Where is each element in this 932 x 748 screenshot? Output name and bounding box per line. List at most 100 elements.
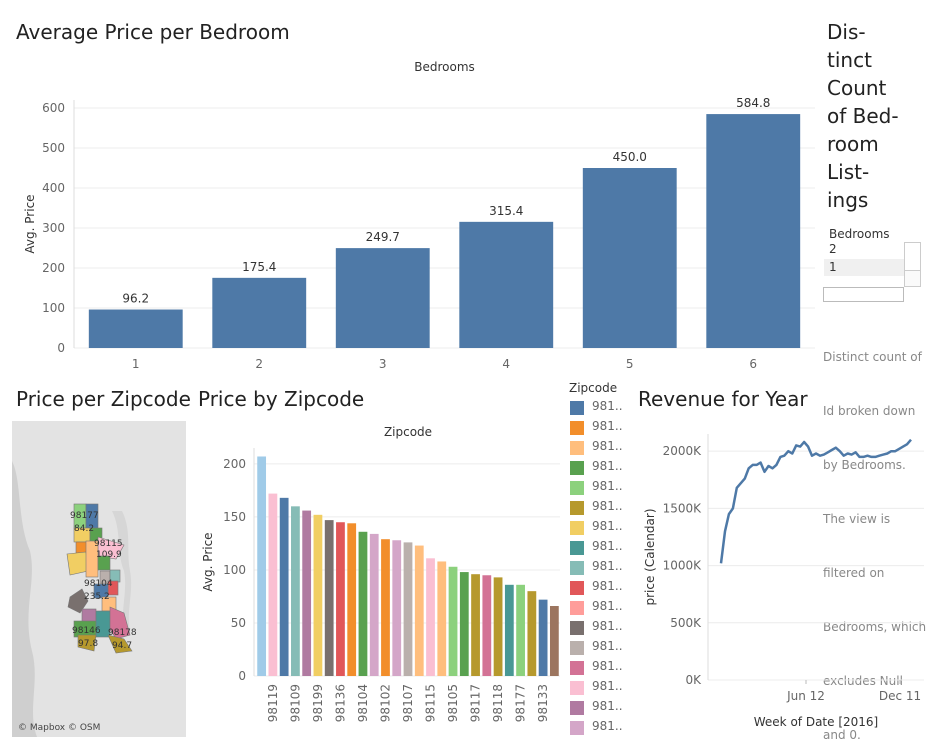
legend-label: 981..	[592, 659, 623, 673]
bar	[538, 599, 548, 676]
distinct-count-title-line: room	[827, 132, 879, 156]
x-axis-title: Week of Date [2016]	[754, 715, 878, 729]
legend-swatch	[570, 541, 584, 555]
description-line: Distinct count of	[823, 350, 922, 364]
y-tick-label: 2000K	[663, 444, 703, 458]
legend-label: 981..	[592, 719, 623, 733]
x-tick-label: 98117	[469, 684, 483, 722]
y-tick-label: 100	[42, 301, 65, 315]
bedroom-chart-title: Average Price per Bedroom	[16, 20, 290, 44]
map-label: 235.2	[84, 592, 110, 602]
bar-value-label: 96.2	[122, 292, 149, 306]
x-tick-label: 2	[255, 357, 263, 371]
map-land	[12, 421, 186, 737]
bedrooms-list-item[interactable]: 1	[824, 259, 904, 276]
bar	[369, 533, 379, 676]
zipcode-legend[interactable]: 981.. 981.. 981.. 981.. 981.. 981.. 981.. 981..…	[570, 398, 630, 742]
x-tick-label: 98107	[401, 684, 415, 722]
bar-value-label: 315.4	[489, 204, 523, 218]
legend-label: 981..	[592, 399, 623, 413]
y-tick-label: 300	[42, 221, 65, 235]
bedroom-bar-chart[interactable]: Bedrooms Avg. Price 0 100 200 300 400 500 600 96.…	[0, 50, 815, 375]
zip-region[interactable]	[107, 634, 133, 654]
bar	[88, 309, 183, 348]
legend-swatch	[570, 481, 584, 495]
zip-region[interactable]	[67, 588, 89, 614]
zip-region[interactable]	[97, 555, 111, 571]
map-water-west	[12, 461, 37, 737]
zip-region[interactable]	[77, 634, 97, 652]
x-tick-label: 5	[626, 357, 634, 371]
x-tick-label: 98102	[378, 684, 392, 722]
legend-swatch	[570, 441, 584, 455]
description-line: excludes Null	[823, 674, 903, 688]
y-tick-label: 0K	[685, 673, 702, 687]
y-tick-label: 200	[42, 261, 65, 275]
bar	[493, 577, 503, 676]
map-label: 109.9	[96, 550, 122, 560]
zip-region[interactable]	[93, 583, 109, 599]
scrollbar-thumb[interactable]	[905, 243, 920, 271]
zipcode-legend-title: Zipcode	[569, 381, 618, 395]
bar	[471, 574, 480, 676]
map-label: 94.7	[112, 641, 132, 651]
x-tick-label: 98118	[491, 684, 505, 722]
zip-regions[interactable]	[66, 503, 133, 654]
legend-swatch	[570, 721, 584, 735]
legend-swatch	[570, 501, 584, 515]
y-axis-title: Avg. Price	[23, 194, 37, 253]
legend-swatch	[570, 561, 584, 575]
x-tick-label: 98109	[288, 684, 302, 722]
bar	[414, 545, 424, 676]
zip-region[interactable]	[66, 551, 89, 576]
distinct-count-title-line: List-	[827, 160, 870, 184]
description-line: The view is	[823, 512, 891, 526]
legend-label: 981..	[592, 459, 623, 473]
bedrooms-filter-input[interactable]	[823, 287, 904, 302]
bar	[527, 591, 537, 676]
bar	[347, 523, 357, 676]
map-label: 98146	[72, 626, 101, 636]
bedrooms-column-header: Bedrooms	[414, 60, 475, 74]
legend-label: 981..	[592, 599, 623, 613]
map-label: 98178	[108, 628, 137, 638]
legend-swatch	[570, 401, 584, 415]
zipcode-bar-chart[interactable]: Zipcode Avg. Price 0 50 100 150 200 98119 98109 9…	[196, 420, 564, 744]
map-attribution[interactable]: © Mapbox © OSM	[18, 723, 100, 733]
bar	[392, 540, 402, 676]
map-title: Price per Zipcode	[16, 387, 191, 411]
distinct-count-title-line: ings	[827, 188, 869, 212]
legend-label: 981..	[592, 559, 623, 573]
y-tick-label: 150	[223, 510, 246, 524]
legend-label: 981..	[592, 479, 623, 493]
y-tick-label: 100	[223, 563, 246, 577]
legend-label: 981..	[592, 519, 623, 533]
revenue-line-chart[interactable]: price (Calendar) 0K 500K 1000K 1500K 2000K Jun…	[636, 420, 928, 738]
x-tick-label: 98177	[514, 684, 528, 722]
revenue-chart-title: Revenue for Year	[638, 387, 808, 411]
listbox-scrollbar[interactable]	[904, 242, 921, 287]
revenue-line	[719, 438, 912, 564]
legend-swatch	[570, 701, 584, 715]
description-line: by Bedrooms.	[823, 458, 906, 472]
bar	[335, 248, 430, 348]
x-tick-label: 98136	[333, 684, 347, 722]
legend-swatch	[570, 521, 584, 535]
bar	[459, 572, 469, 676]
legend-label: 981..	[592, 439, 623, 453]
zipcode-map[interactable]: 98177 84.2 98115 109.9 98104 235.2 98146…	[12, 421, 186, 737]
bar	[582, 168, 677, 348]
bar	[212, 277, 307, 348]
distinct-count-title: Dis- tinct Count of Bed- room List- ings	[827, 18, 899, 214]
filter-description: Distinct count of Id broken down by Bedr…	[823, 312, 926, 748]
y-tick-label: 1000K	[663, 559, 703, 573]
zip-region[interactable]	[109, 606, 131, 640]
y-tick-label: 50	[231, 616, 246, 630]
bar	[279, 497, 289, 676]
bar-value-label: 249.7	[366, 230, 400, 244]
x-tick-label: 98115	[424, 684, 438, 722]
legend-swatch	[570, 581, 584, 595]
x-tick-label: 3	[379, 357, 387, 371]
bedrooms-list-item[interactable]: 2	[824, 241, 904, 258]
bar	[426, 558, 435, 676]
